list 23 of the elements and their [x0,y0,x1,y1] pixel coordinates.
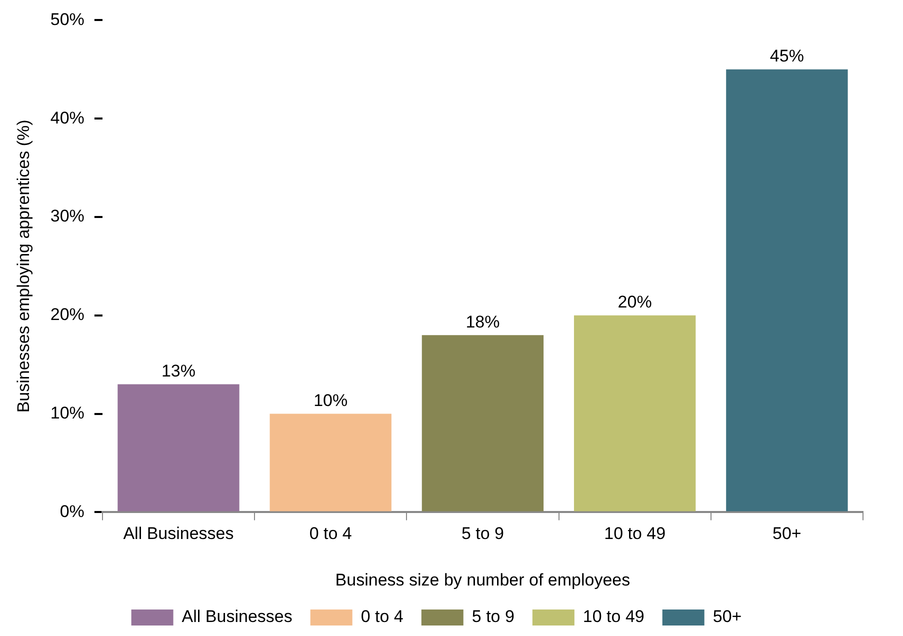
data-label: 13% [161,361,196,380]
x-tick-label: 0 to 4 [309,524,352,544]
data-label: 20% [618,292,652,312]
y-tick-label: 0% [60,502,84,521]
x-axis-title: Business size by number of employees [335,570,630,590]
legend-label: 50+ [712,607,742,626]
y-axis-title: Businesses employing apprentices (%) [14,120,33,413]
y-tick-label: 20% [50,305,84,324]
data-label: 18% [466,312,500,332]
x-tick-label: 5 to 9 [461,524,504,544]
data-label: 45% [770,46,804,66]
legend-label: 5 to 9 [472,607,514,626]
x-tick-label: All Businesses [123,524,234,544]
x-tick-label: 50+ [772,524,802,544]
y-tick-label: 10% [50,403,84,422]
legend-label: 10 to 49 [582,607,644,626]
y-tick-label: 30% [50,206,84,226]
legend-label: 0 to 4 [360,607,404,626]
data-label: 10% [314,390,348,410]
legend-label: All Businesses [182,607,292,626]
y-tick-label: 50% [50,10,84,29]
y-tick-label: 40% [50,108,84,128]
x-tick-label: 10 to 49 [604,524,666,544]
